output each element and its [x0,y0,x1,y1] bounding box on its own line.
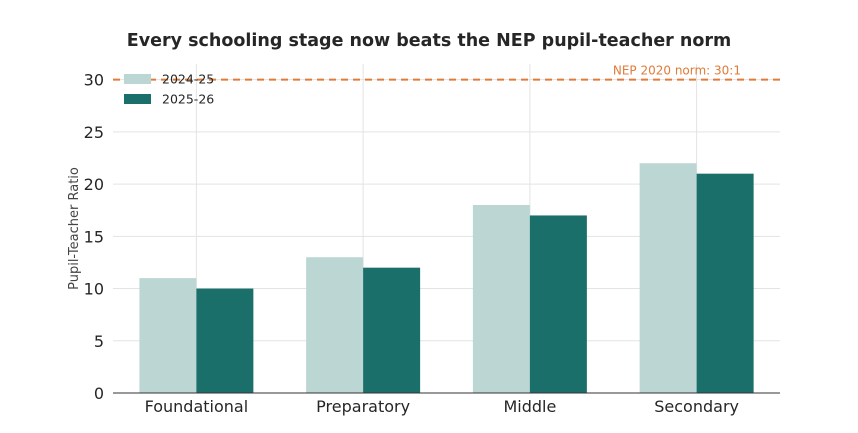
y-tick-label: 30 [84,71,104,90]
y-axis-label: Pupil-Teacher Ratio [67,167,82,290]
chart-title: Every schooling stage now beats the NEP … [127,31,732,51]
legend-swatch [124,74,151,84]
legend-label: 2025-26 [162,92,214,107]
y-tick-label: 0 [94,384,104,403]
y-tick-label: 25 [84,123,104,142]
x-ticks: Foundational Preparatory Middle Secondary [145,397,739,416]
x-tick-label: Secondary [654,397,739,416]
bar-2024-25-secondary [639,163,697,393]
bar-2025-26-secondary [696,173,754,393]
y-tick-label: 10 [84,280,104,299]
x-tick-label: Middle [503,397,556,416]
bar-2024-25-middle [472,205,530,393]
bar-2025-26-preparatory [363,267,421,393]
y-tick-label: 20 [84,175,104,194]
bar-2025-26-foundational [196,288,254,393]
y-tick-label: 5 [94,332,104,351]
reference-line-label: NEP 2020 norm: 30:1 [613,64,741,78]
legend-label: 2024-25 [162,72,214,87]
bar-2024-25-foundational [139,278,197,393]
bars [139,163,754,393]
bar-2025-26-middle [529,215,587,393]
reference-line-group: NEP 2020 norm: 30:1 [113,64,780,81]
y-ticks: 0 5 10 15 20 25 30 [84,71,104,403]
legend: 2024-25 2025-26 [124,72,214,107]
bar-2024-25-preparatory [306,257,364,393]
x-tick-label: Foundational [145,397,249,416]
x-tick-label: Preparatory [316,397,410,416]
y-tick-label: 15 [84,227,104,246]
legend-swatch [124,94,151,104]
